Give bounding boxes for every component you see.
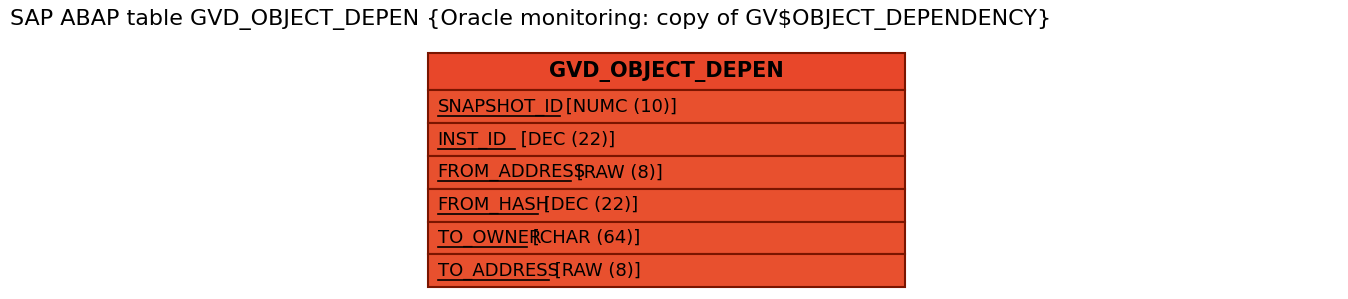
Text: FROM_HASH: FROM_HASH: [438, 196, 550, 214]
Bar: [427, 222, 905, 254]
Bar: [427, 90, 905, 123]
Text: [CHAR (64)]: [CHAR (64)]: [527, 229, 640, 247]
Text: [RAW (8)]: [RAW (8)]: [572, 163, 663, 181]
Text: GVD_OBJECT_DEPEN: GVD_OBJECT_DEPEN: [549, 61, 783, 82]
Text: SNAPSHOT_ID: SNAPSHOT_ID: [438, 98, 563, 116]
Text: FROM_ADDRESS: FROM_ADDRESS: [438, 163, 585, 181]
Text: [NUMC (10)]: [NUMC (10)]: [559, 98, 677, 116]
Text: SAP ABAP table GVD_OBJECT_DEPEN {Oracle monitoring: copy of GV$OBJECT_DEPENDENCY: SAP ABAP table GVD_OBJECT_DEPEN {Oracle …: [9, 9, 1051, 30]
Bar: [427, 254, 905, 287]
Text: TO_ADDRESS: TO_ADDRESS: [438, 262, 558, 280]
Bar: [427, 189, 905, 222]
Text: [RAW (8)]: [RAW (8)]: [549, 262, 640, 280]
Bar: [427, 123, 905, 156]
Text: [DEC (22)]: [DEC (22)]: [538, 196, 638, 214]
Text: INST_ID: INST_ID: [438, 131, 507, 149]
Text: TO_OWNER: TO_OWNER: [438, 229, 541, 247]
Bar: [427, 53, 905, 90]
Bar: [427, 156, 905, 189]
Text: [DEC (22)]: [DEC (22)]: [515, 131, 616, 149]
